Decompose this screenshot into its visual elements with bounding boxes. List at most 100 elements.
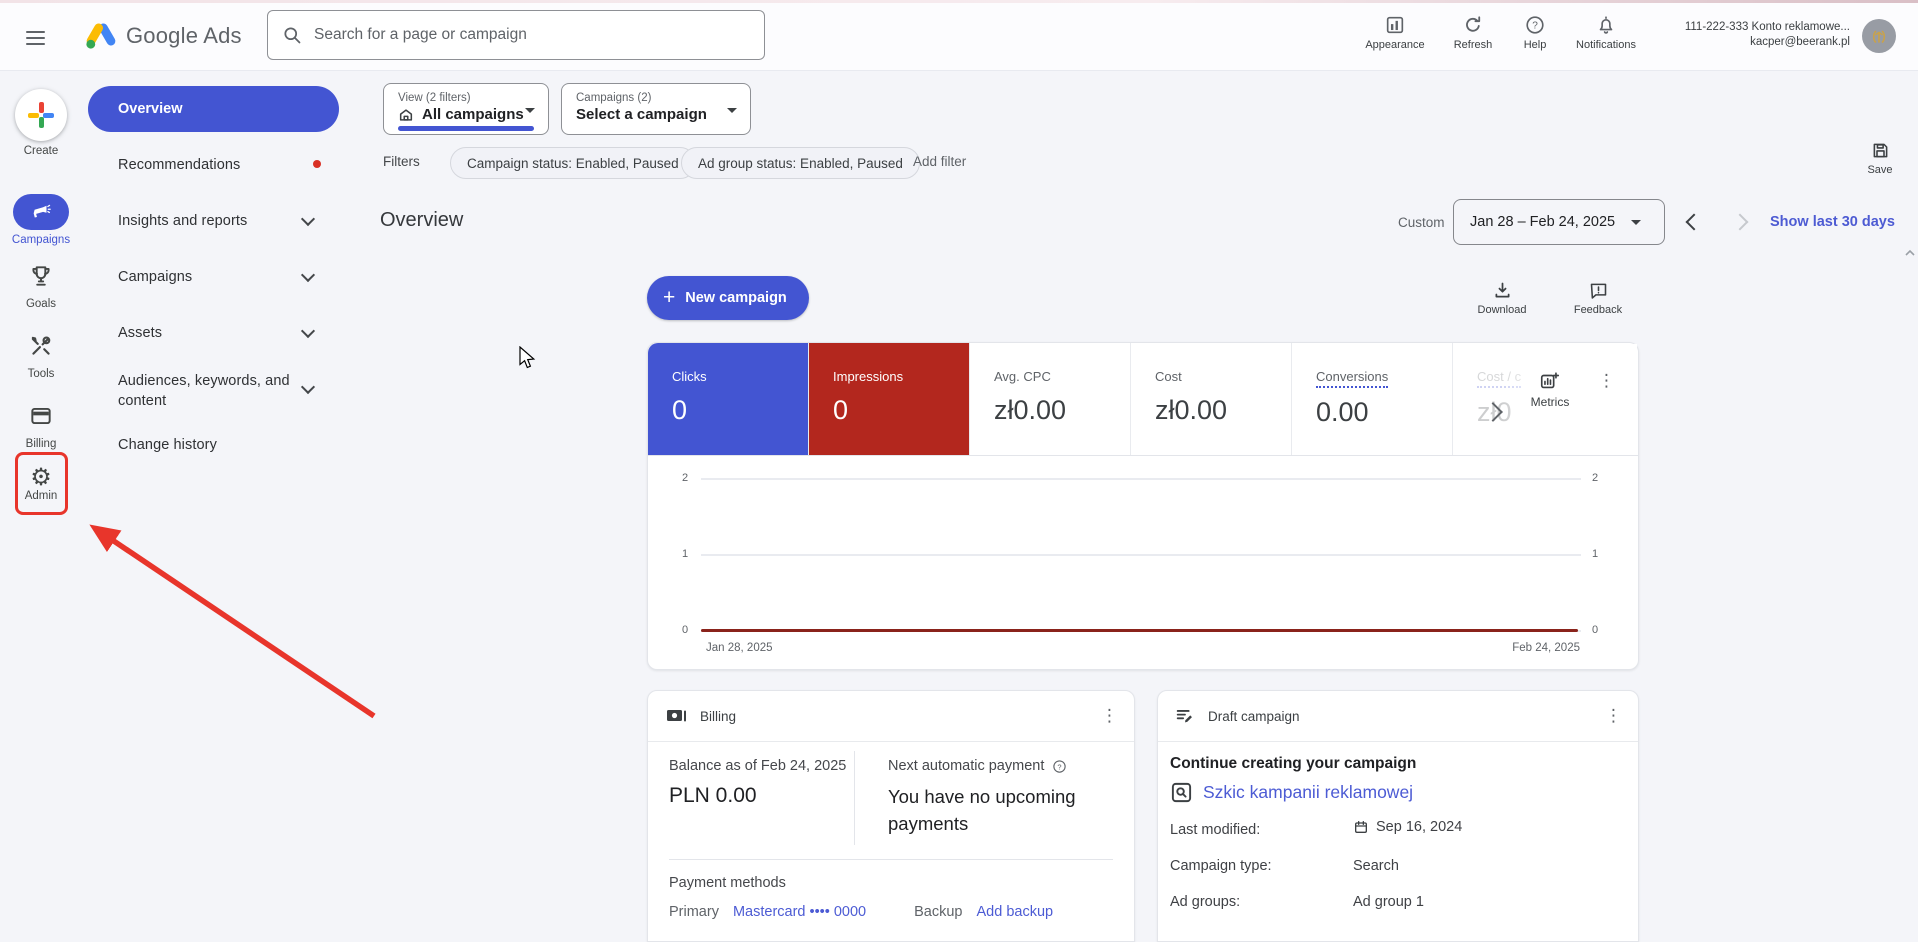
main-menu-button[interactable] (26, 27, 45, 49)
draft-link-row[interactable]: Szkic kampanii reklamowej (1170, 781, 1413, 804)
selected-view-underline (398, 126, 534, 131)
primary-card-link[interactable]: Mastercard •••• 0000 (732, 904, 867, 920)
scorecard-row: Clicks 0 Impressions 0 Avg. CPC zł0.00 C… (648, 343, 1638, 456)
draft-card-title: Draft campaign (1208, 708, 1300, 724)
metrics-icon (1540, 372, 1560, 389)
rail-item-campaigns[interactable]: Campaigns (0, 194, 82, 246)
download-button[interactable]: Download (1470, 280, 1534, 316)
sidebar-item-audiences[interactable]: Audiences, keywords, and content (118, 373, 290, 409)
scorecard-clicks[interactable]: Clicks 0 (648, 343, 809, 455)
notifications-button[interactable]: Notifications (1568, 14, 1644, 51)
refresh-icon (1466, 16, 1481, 32)
admin-gear-icon: ⚙ (30, 464, 52, 491)
chevron-down-icon[interactable] (300, 211, 316, 227)
create-plus-icon[interactable] (15, 89, 67, 141)
billing-card-title: Billing (700, 708, 737, 724)
draft-campaign-link[interactable]: Szkic kampanii reklamowej (1203, 782, 1414, 802)
ad-groups-label: Ad groups: (1170, 894, 1241, 910)
backup-label: Backup (914, 904, 963, 920)
feedback-button[interactable]: Feedback (1566, 280, 1630, 316)
sidebar-item-assets[interactable]: Assets (118, 325, 163, 341)
dropdown-caret-icon (1631, 219, 1642, 225)
new-campaign-button[interactable]: + New campaign (647, 276, 809, 320)
last-modified-label: Last modified: (1170, 822, 1261, 838)
mouse-cursor (519, 346, 536, 369)
billing-card-menu[interactable]: ⋮ (1101, 706, 1118, 725)
campaigns-megaphone-icon (13, 194, 69, 230)
draft-subtitle: Continue creating your campaign (1170, 755, 1417, 772)
appearance-button[interactable]: Appearance (1362, 14, 1428, 51)
page-title: Overview (380, 209, 464, 231)
next-period-chevron[interactable] (1731, 213, 1749, 231)
search-input[interactable] (312, 25, 750, 45)
scorecard-avg-cpc[interactable]: Avg. CPC zł0.00 (970, 343, 1131, 455)
scorecard-conversions[interactable]: Conversions 0.00 (1292, 343, 1453, 455)
sidebar-item-change-history[interactable]: Change history (118, 437, 217, 453)
scrollbar-up-arrow[interactable] (1904, 249, 1916, 257)
balance-label: Balance as of Feb 24, 2025 (669, 758, 847, 774)
filter-chip-campaign-status[interactable]: Campaign status: Enabled, Paused (450, 147, 696, 179)
add-backup-link[interactable]: Add backup (976, 904, 1054, 920)
account-info[interactable]: 111-222-333 Konto reklamowe... kacper@be… (1684, 21, 1850, 48)
plus-icon: + (663, 286, 676, 309)
save-button[interactable]: Save (1855, 140, 1905, 176)
add-filter-button[interactable]: Add filter (913, 154, 967, 169)
tools-icon (31, 336, 51, 355)
chevron-down-icon[interactable] (300, 323, 316, 339)
view-filter-dropdown[interactable]: View (2 filters) All campaigns (383, 83, 549, 135)
panel-overflow-menu[interactable]: ⋮ (1598, 371, 1615, 390)
save-floppy-icon (1873, 143, 1887, 158)
refresh-button[interactable]: Refresh (1444, 14, 1502, 51)
metrics-button[interactable]: Metrics (1520, 370, 1580, 409)
rail-item-goals[interactable]: Goals (0, 263, 82, 310)
draft-preview-icon (1171, 782, 1192, 803)
chevron-down-icon[interactable] (300, 267, 316, 283)
top-edge-tint (0, 0, 1918, 3)
show-last-30-days-link[interactable]: Show last 30 days (1770, 214, 1895, 230)
campaign-type-value: Search (1353, 858, 1399, 874)
horizontal-divider (669, 859, 1113, 860)
global-search[interactable] (267, 10, 765, 60)
y-tick-left-1: 1 (682, 548, 689, 560)
calendar-icon (1355, 821, 1367, 833)
annotation-highlight-box (15, 452, 68, 515)
rail-item-tools[interactable]: Tools (0, 333, 82, 380)
campaign-select-dropdown[interactable]: Campaigns (2) Select a campaign (561, 83, 751, 135)
sidebar-item-overview[interactable]: Overview (88, 86, 339, 132)
prev-period-chevron[interactable] (1685, 213, 1703, 231)
rail-item-create[interactable]: Create (0, 89, 82, 157)
ad-groups-value: Ad group 1 (1353, 894, 1424, 910)
feedback-icon (1590, 283, 1606, 299)
help-button[interactable]: ? Help (1512, 14, 1558, 51)
campaign-type-label: Campaign type: (1170, 858, 1272, 874)
rail-item-admin[interactable]: ⚙ Admin (0, 464, 82, 503)
x-axis-start-label: Jan 28, 2025 (706, 642, 773, 654)
scorecard-impressions[interactable]: Impressions 0 (809, 343, 970, 455)
svg-text:?: ? (1058, 762, 1062, 771)
avatar[interactable] (1862, 19, 1896, 53)
scrollbar-track[interactable] (1902, 245, 1918, 911)
balance-value: PLN 0.00 (669, 784, 757, 807)
sidebar-item-recommendations[interactable]: Recommendations (118, 157, 241, 173)
help-circle-icon[interactable]: ? (1052, 759, 1067, 774)
rail-item-billing[interactable]: Billing (0, 403, 82, 450)
help-icon: ? (1526, 16, 1544, 34)
gridline-1 (701, 554, 1581, 556)
date-range-dropdown[interactable]: Jan 28 – Feb 24, 2025 (1453, 199, 1665, 245)
y-tick-left-0: 0 (682, 624, 689, 636)
billing-summary-card: Billing ⋮ Balance as of Feb 24, 2025 PLN… (647, 690, 1135, 942)
vertical-divider (854, 751, 855, 845)
scorecard-cost[interactable]: Cost zł0.00 (1131, 343, 1292, 455)
y-tick-right-2: 2 (1592, 472, 1599, 484)
gridline-2 (701, 478, 1581, 480)
scorecard-fade-overlay (1503, 344, 1637, 454)
billing-money-icon (667, 710, 686, 722)
sidebar-item-campaigns[interactable]: Campaigns (118, 269, 193, 285)
draft-card-menu[interactable]: ⋮ (1605, 706, 1622, 725)
avatar-logo-icon (1872, 30, 1886, 43)
google-ads-logo-icon (86, 23, 116, 49)
sidebar-item-insights[interactable]: Insights and reports (118, 213, 248, 229)
filter-chip-adgroup-status[interactable]: Ad group status: Enabled, Paused (681, 147, 920, 179)
chart-series-line (701, 629, 1578, 632)
app-title: Google Ads (126, 23, 242, 48)
